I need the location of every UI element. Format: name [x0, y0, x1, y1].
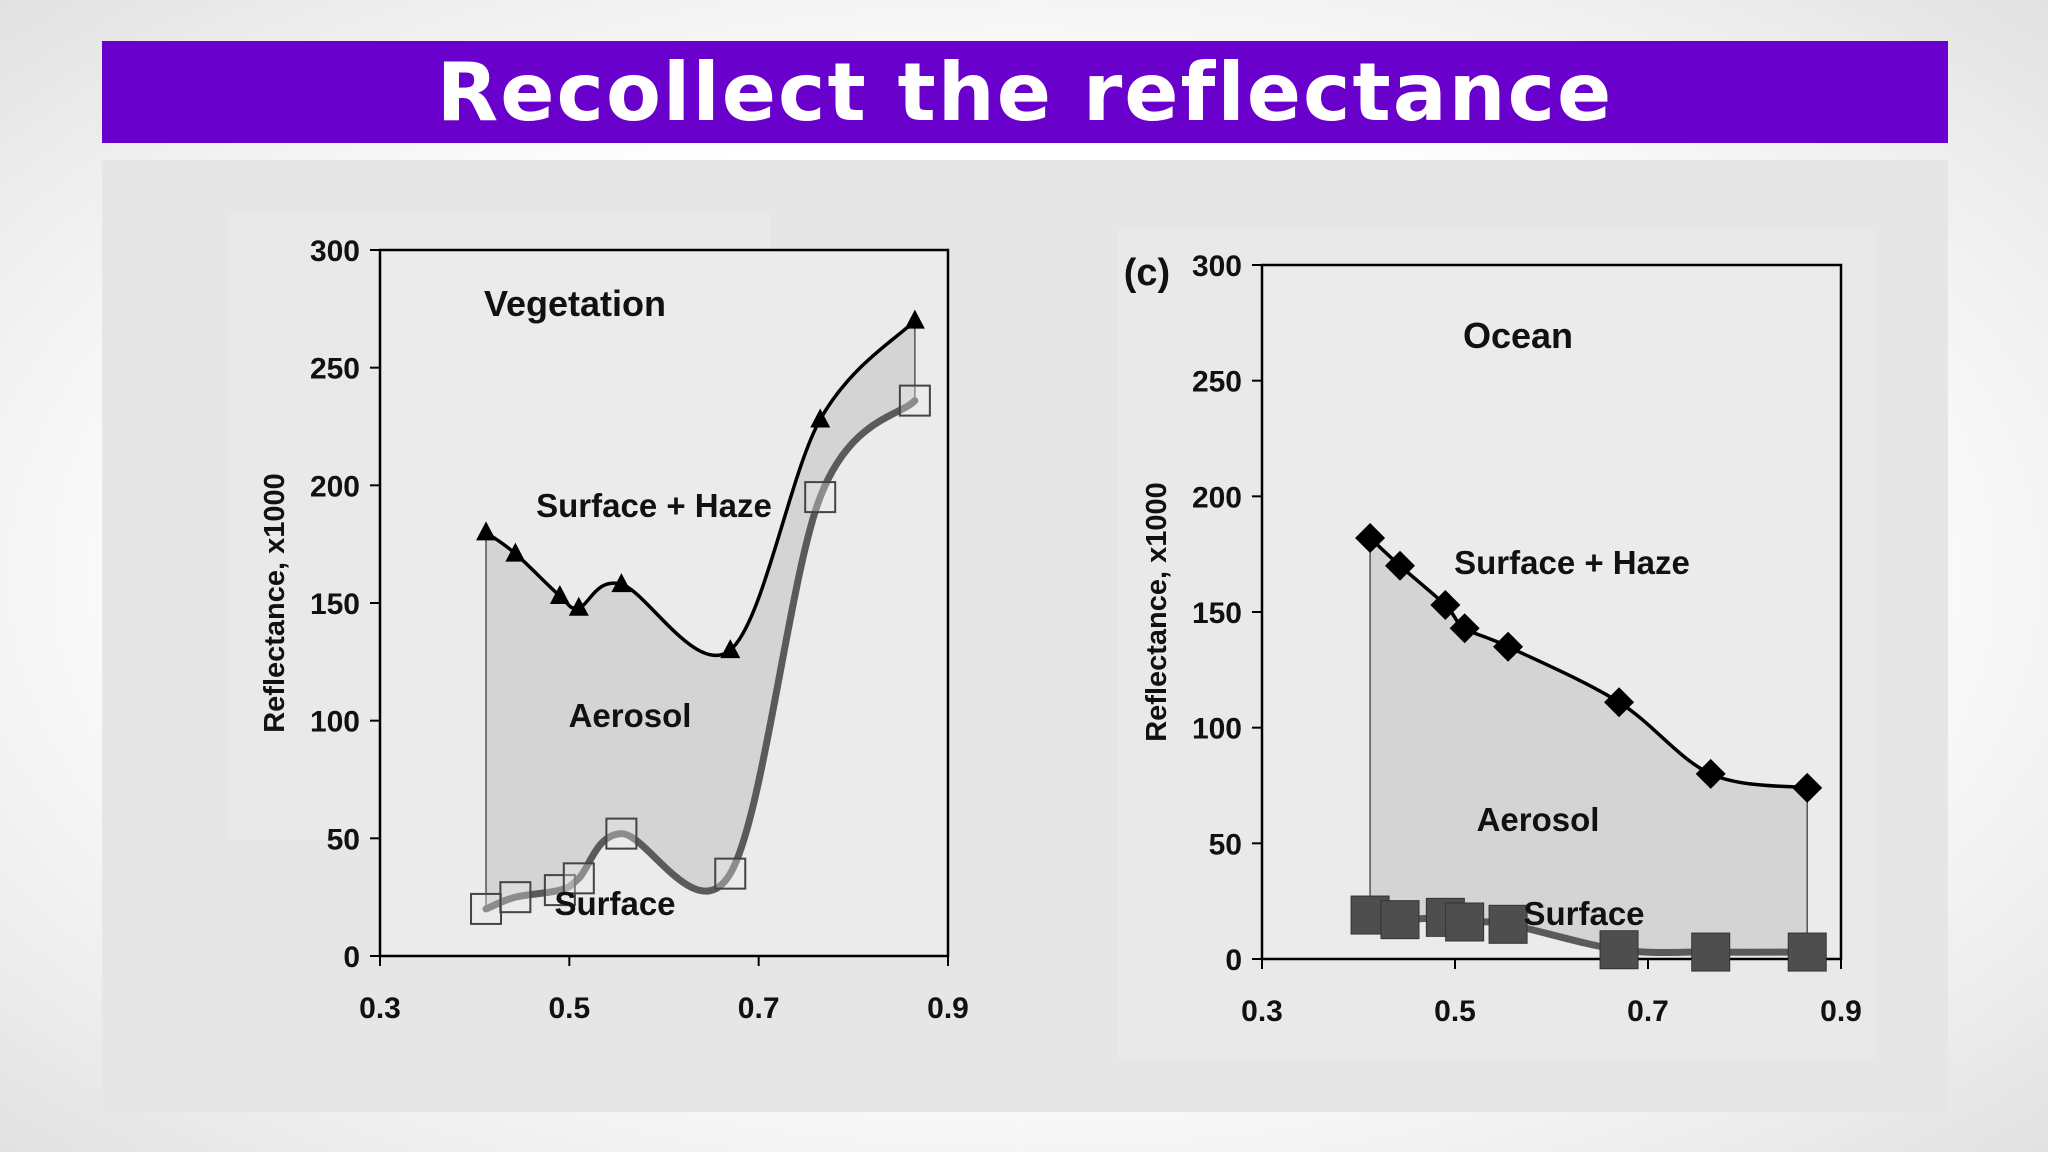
y-tick-label: 100 — [310, 706, 360, 739]
surface-haze-point — [1355, 522, 1386, 553]
annotation-middle: Aerosol — [1477, 801, 1600, 838]
y-tick-label: 50 — [327, 823, 360, 856]
y-tick-label: 0 — [343, 941, 360, 974]
surface-haze-point — [1449, 613, 1480, 644]
annotation-panel: Vegetation — [484, 283, 666, 324]
annotation-tag: (c) — [1124, 252, 1170, 294]
surface-point — [1488, 904, 1528, 944]
surface-haze-point — [1604, 687, 1635, 718]
y-tick-label: 200 — [310, 470, 360, 503]
y-tick-label: 150 — [1192, 597, 1242, 630]
surface-point — [714, 857, 747, 890]
x-tick-label: 0.9 — [1820, 995, 1862, 1028]
annotation-upper: Surface + Haze — [1454, 544, 1690, 581]
title-bar: Recollect the reflectance — [102, 41, 1948, 143]
surface-haze-point — [549, 584, 570, 604]
y-tick-label: 50 — [1209, 828, 1242, 861]
y-axis-label: Reflectance, x1000 — [1141, 482, 1173, 742]
surface-haze-point — [1695, 758, 1726, 789]
surface-haze-point — [505, 542, 526, 562]
surface-point — [804, 481, 837, 514]
annotation-lower: Surface — [1523, 895, 1644, 932]
aerosol-area — [1370, 537, 1808, 953]
y-tick-label: 250 — [310, 353, 360, 386]
x-tick-label: 0.9 — [927, 992, 969, 1025]
x-tick-label: 0.7 — [1627, 995, 1669, 1028]
surface-haze-point — [810, 408, 831, 428]
y-axis-label: Reflectance, x1000 — [259, 473, 291, 733]
x-tick-label: 0.7 — [738, 992, 780, 1025]
surface-haze-point — [1384, 550, 1415, 581]
surface-point — [898, 384, 931, 417]
surface-point — [543, 874, 576, 907]
x-tick-label: 0.3 — [1241, 995, 1283, 1028]
surface-point — [605, 817, 638, 850]
y-tick-label: 150 — [310, 588, 360, 621]
surface-point — [499, 881, 532, 914]
annotation-lower: Surface — [554, 885, 675, 922]
y-tick-label: 200 — [1192, 481, 1242, 514]
annotation-upper: Surface + Haze — [536, 487, 772, 524]
slide-title: Recollect the reflectance — [436, 45, 1614, 139]
annotation-panel: Ocean — [1463, 315, 1573, 356]
y-tick-label: 300 — [310, 235, 360, 268]
chart-2: 0 50 100 150 200 250 300 0.3 0.5 0.7 0.9 Reflectanc… — [1118, 228, 1876, 1060]
x-tick-label: 0.5 — [1434, 995, 1476, 1028]
chart-1: 0 50 100 150 200 250 300 0.3 0.5 0.7 0.9 Reflectanc… — [228, 212, 969, 1025]
surface-haze-point — [568, 596, 589, 616]
surface-point — [562, 862, 595, 895]
surface-point — [1380, 900, 1420, 940]
surface-point — [1445, 902, 1485, 942]
surface-haze-point — [1792, 772, 1823, 803]
y-tick-label: 0 — [1225, 944, 1242, 977]
annotation-middle: Aerosol — [569, 697, 692, 734]
y-tick-label: 300 — [1192, 250, 1242, 283]
surface-line — [482, 397, 919, 913]
y-tick-label: 100 — [1192, 713, 1242, 746]
surface-haze-point — [1493, 631, 1524, 662]
x-tick-label: 0.5 — [548, 992, 590, 1025]
surface-haze-point — [1430, 590, 1461, 621]
surface-point — [1691, 932, 1731, 972]
surface-haze-point — [611, 573, 632, 593]
x-tick-label: 0.3 — [359, 992, 401, 1025]
aerosol-area — [486, 320, 915, 909]
surface-point — [1599, 930, 1639, 970]
surface-haze-point — [720, 639, 741, 659]
surface-point — [470, 892, 503, 925]
y-tick-label: 250 — [1192, 366, 1242, 399]
surface-haze-point — [476, 521, 497, 541]
surface-haze-point — [904, 309, 925, 329]
surface-point — [1787, 932, 1827, 972]
